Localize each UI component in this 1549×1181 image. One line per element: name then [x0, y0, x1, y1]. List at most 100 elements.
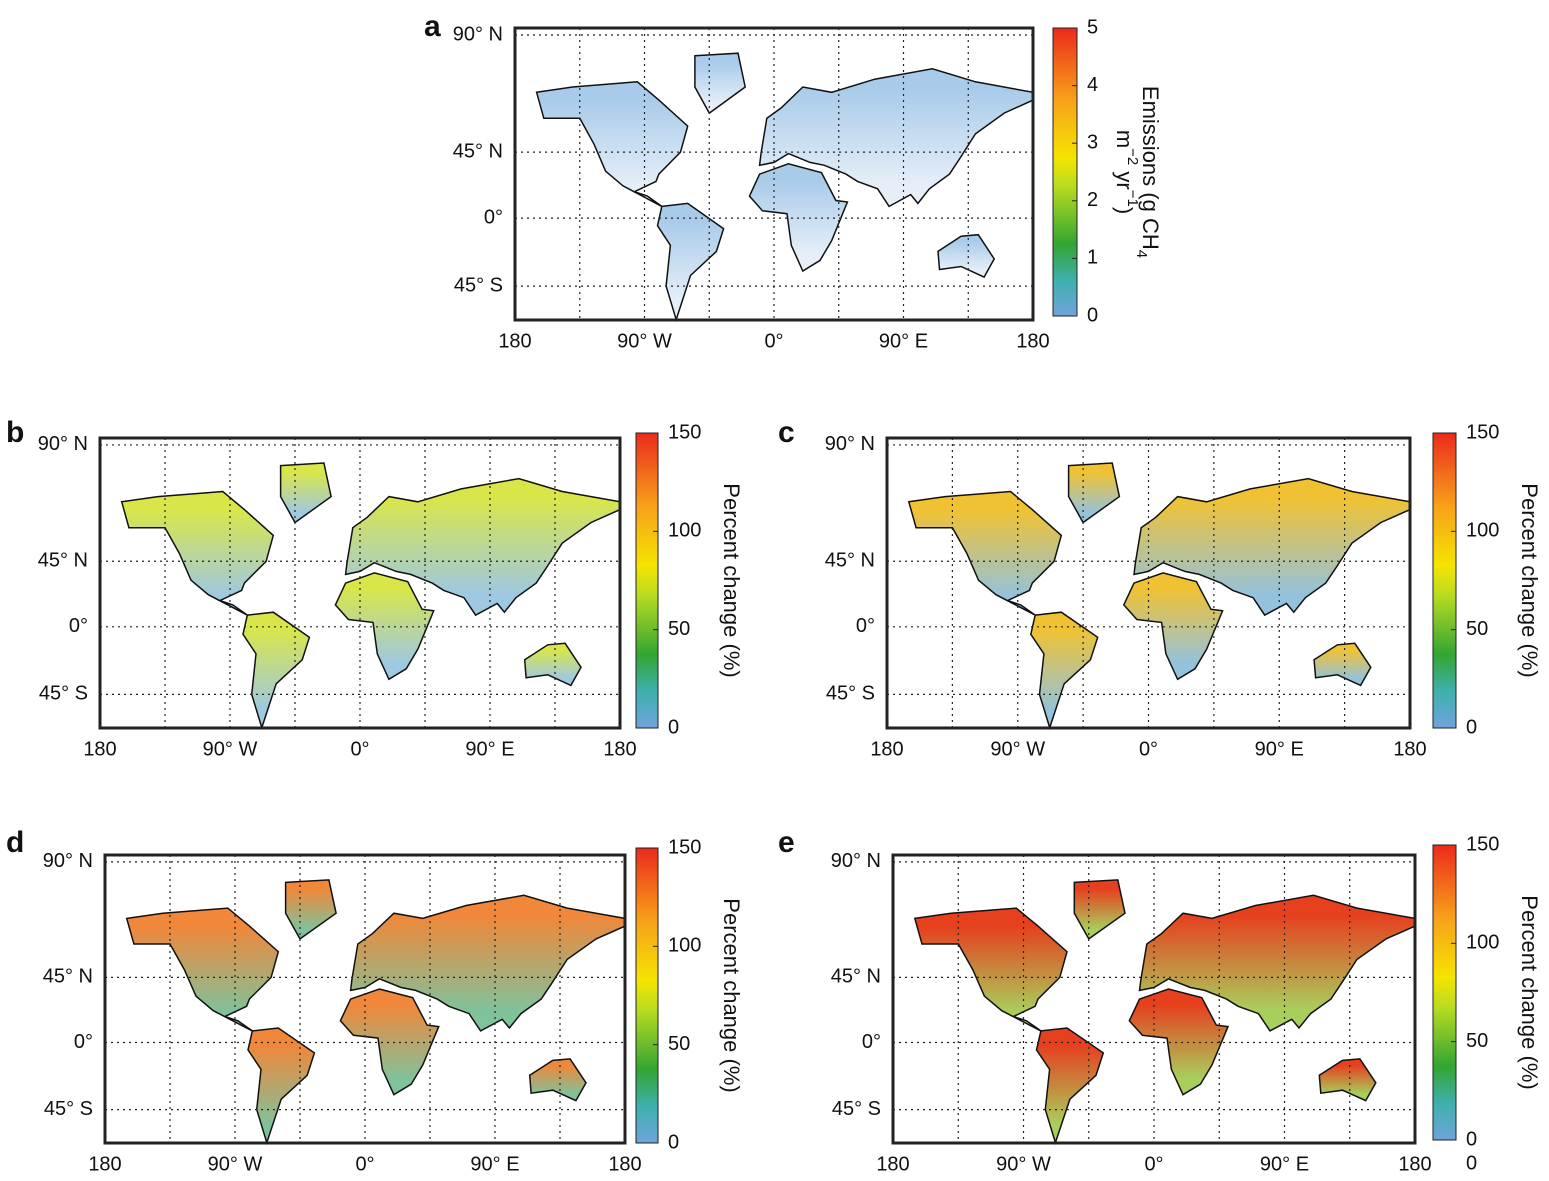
x-tick-label: 90° W — [990, 738, 1045, 760]
y-tick-label: 45° S — [826, 683, 875, 705]
y-tick-label: 45° S — [454, 274, 503, 296]
label-part: m — [1112, 130, 1137, 148]
label-part: ) — [1112, 207, 1137, 214]
x-tick-label: 180 — [1393, 738, 1426, 760]
colorbar — [635, 432, 659, 729]
y-tick-label: 90° N — [43, 850, 93, 872]
landmass — [937, 233, 996, 279]
colorbar — [1052, 27, 1078, 317]
colorbar — [1432, 432, 1457, 729]
landmass — [125, 907, 280, 1032]
colorbar — [635, 847, 659, 1144]
colorbar-tick-label: 150 — [668, 836, 701, 858]
x-tick-label: 180 — [603, 738, 636, 760]
colorbar-tick-label: 4 — [1087, 74, 1098, 96]
y-tick-label: 45° S — [832, 1098, 881, 1120]
label-part: Percent change (%) — [1517, 895, 1542, 1089]
landmass — [1133, 477, 1411, 617]
label-part: Percent change (%) — [719, 483, 744, 677]
colorbar-label: Percent change (%) — [719, 898, 744, 1092]
map-frame — [98, 436, 622, 730]
landmass — [913, 907, 1068, 1032]
colorbar-tick-label: 0 — [668, 1131, 679, 1153]
map-frame — [103, 853, 627, 1145]
y-tick-label: 45° N — [831, 966, 881, 988]
landmass — [1122, 572, 1224, 681]
x-tick-label: 180 — [1016, 330, 1049, 352]
label-part: yr — [1112, 165, 1137, 189]
landmass — [247, 1027, 316, 1146]
landmass — [694, 52, 747, 115]
x-tick-label: 90° E — [879, 330, 928, 352]
colorbar-tick-label: 0 — [1466, 1128, 1477, 1150]
landmass — [1318, 1058, 1377, 1102]
colorbar-label: Percent change (%) — [1517, 483, 1542, 677]
colorbar-label: Percent change (%) — [1517, 895, 1542, 1089]
landmass — [339, 988, 440, 1096]
y-tick-label: 0° — [862, 1031, 881, 1053]
landmass — [334, 572, 435, 681]
y-tick-label: 45° N — [38, 550, 88, 572]
x-tick-label: 90° E — [470, 1153, 519, 1175]
colorbar-tick-label: 100 — [1466, 932, 1499, 954]
x-tick-label: 180 — [498, 330, 531, 352]
landmass — [349, 894, 626, 1032]
landmass — [1313, 642, 1372, 687]
x-tick-label: 90° W — [208, 1153, 263, 1175]
x-tick-label: 0° — [350, 738, 369, 760]
x-tick-label: 90° E — [465, 738, 514, 760]
panel-letter: c — [778, 416, 795, 449]
colorbar-tick-label: 50 — [668, 618, 690, 640]
map-frame — [885, 436, 1412, 730]
y-tick-label: 45° N — [825, 550, 875, 572]
x-tick-label: 180 — [1398, 1153, 1431, 1175]
colorbar-tick-label: 5 — [1087, 16, 1098, 38]
stray-tick-label: 0 — [1466, 1152, 1477, 1174]
label-part: −2 — [1124, 148, 1141, 165]
colorbar-tick-label: 150 — [1466, 833, 1499, 855]
y-tick-label: 0° — [856, 615, 875, 637]
panel-letter: b — [6, 416, 24, 449]
landmass — [748, 163, 849, 273]
landmass — [1073, 879, 1126, 940]
colorbar-tick-label: 2 — [1087, 189, 1098, 211]
colorbar-tick-label: 100 — [668, 935, 701, 957]
landmass — [279, 462, 332, 524]
x-tick-label: 180 — [83, 738, 116, 760]
x-tick-label: 90° W — [203, 738, 258, 760]
x-tick-label: 0° — [764, 330, 783, 352]
y-tick-label: 0° — [69, 615, 88, 637]
landmass — [284, 879, 337, 940]
colorbar-label: m−2 yr−1) — [1112, 130, 1140, 214]
colorbar-tick-label: 100 — [1466, 520, 1499, 542]
x-tick-label: 0° — [355, 1153, 374, 1175]
landmass — [344, 477, 621, 617]
colorbar-tick-label: 50 — [1466, 1030, 1488, 1052]
landmass — [758, 68, 1034, 208]
label-part: Percent change (%) — [719, 898, 744, 1092]
label-part: Percent change (%) — [1517, 483, 1542, 677]
x-tick-label: 90° W — [617, 330, 672, 352]
colorbar — [1432, 844, 1457, 1141]
colorbar-tick-label: 0 — [668, 716, 679, 738]
y-tick-label: 45° N — [453, 140, 503, 162]
colorbar-tick-label: 3 — [1087, 131, 1098, 153]
landmass — [907, 490, 1063, 616]
y-tick-label: 0° — [484, 206, 503, 228]
y-tick-label: 45° N — [43, 966, 93, 988]
landmass — [528, 1058, 587, 1102]
y-tick-label: 0° — [74, 1031, 93, 1053]
x-tick-label: 0° — [1139, 738, 1158, 760]
label-part: −1 — [1124, 190, 1141, 207]
map-panel: b 90° N 45° N 0° 45° S 180 90° W 0° 90° E 180 0 50 1… — [6, 416, 744, 760]
x-tick-label: 180 — [870, 738, 903, 760]
x-tick-label: 180 — [608, 1153, 641, 1175]
x-tick-label: 90° E — [1255, 738, 1304, 760]
y-tick-label: 90° N — [38, 433, 88, 455]
colorbar-tick-label: 150 — [668, 421, 701, 443]
colorbar-tick-label: 1 — [1087, 247, 1098, 269]
x-tick-label: 0° — [1144, 1153, 1163, 1175]
y-tick-label: 90° N — [453, 23, 503, 45]
map-panel: d 90° N 45° N 0° 45° S 180 90° W 0° 90° E 180 0 50 1… — [6, 826, 744, 1175]
